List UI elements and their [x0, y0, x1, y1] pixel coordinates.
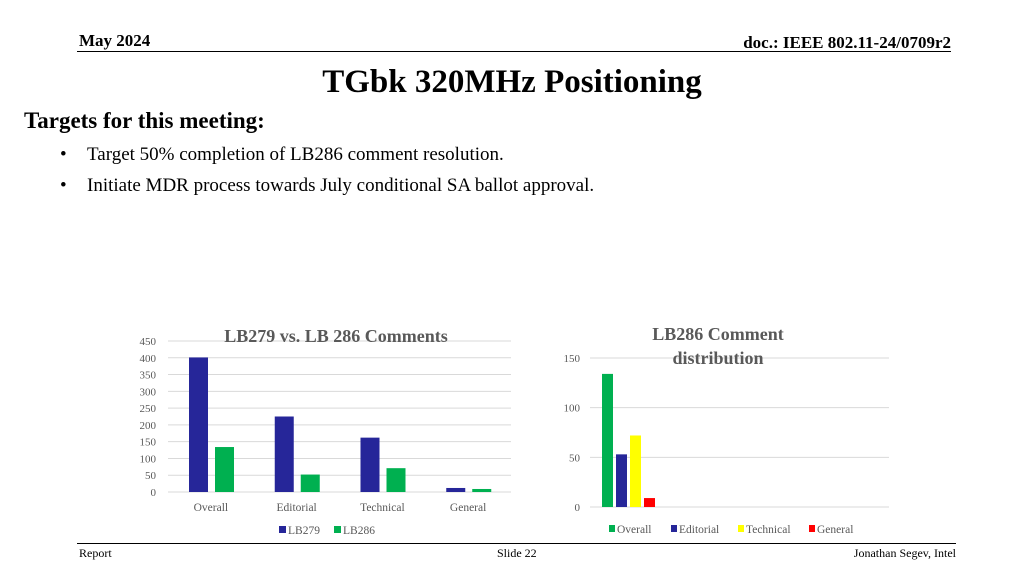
legend-swatch	[809, 525, 815, 532]
y-tick-label: 450	[140, 336, 157, 348]
legend-label: LB286	[343, 525, 375, 537]
footer-slide-number: Slide 22	[497, 546, 537, 560]
y-tick-label: 100	[140, 453, 157, 465]
y-tick-label: 0	[575, 502, 581, 514]
footer-report: Report	[79, 546, 112, 560]
bar-lb286	[215, 447, 234, 492]
legend-label: Overall	[617, 524, 651, 536]
legend-swatch	[671, 525, 677, 532]
y-tick-label: 300	[140, 386, 157, 398]
legend-label: LB279	[288, 525, 320, 537]
legend-swatch	[334, 526, 341, 533]
y-tick-label: 200	[140, 420, 157, 432]
y-tick-label: 150	[140, 437, 157, 449]
y-tick-label: 250	[140, 403, 157, 415]
slide-title: TGbk 320MHz Positioning	[322, 64, 702, 100]
legend-label: Editorial	[679, 524, 719, 536]
legend-swatch	[738, 525, 744, 532]
bar-technical	[630, 435, 641, 507]
x-tick-label: General	[450, 502, 486, 514]
y-tick-label: 50	[569, 452, 581, 464]
y-tick-label: 50	[145, 470, 157, 482]
bar-lb286	[472, 488, 492, 492]
bullet-icon: •	[60, 175, 67, 196]
bullet-list: • Target 50% completion of LB286 comment …	[60, 143, 594, 205]
bar-lb279	[360, 437, 380, 492]
comment-distribution-chart: 0 50 100 150 LB286 Comment distribution Overal…	[564, 324, 889, 536]
comments-comparison-chart: 0 50 100 150 200 250 300 350 400 450 Overall Editor…	[140, 326, 511, 537]
y-tick-label: 150	[564, 353, 581, 365]
y-tick-label: 0	[151, 487, 157, 499]
bar-lb286	[300, 474, 320, 492]
header-doc-id: doc.: IEEE 802.11-24/0709r2	[743, 33, 951, 52]
header-date: May 2024	[79, 31, 151, 50]
bar-general	[644, 498, 655, 507]
bar-lb279	[446, 487, 466, 492]
footer-divider	[77, 543, 956, 544]
bar-editorial	[616, 454, 627, 507]
chart-title: LB279 vs. LB 286 Comments	[224, 326, 448, 346]
y-tick-label: 400	[140, 353, 157, 365]
x-tick-label: Overall	[194, 502, 228, 514]
section-heading: Targets for this meeting:	[24, 108, 265, 133]
bullet-text: Target 50% completion of LB286 comment r…	[87, 144, 504, 165]
legend-swatch	[279, 526, 286, 533]
legend-label: Technical	[746, 524, 791, 536]
bullet-item: • Target 50% completion of LB286 comment …	[60, 143, 594, 174]
y-tick-label: 100	[564, 403, 581, 415]
bullet-text: Initiate MDR process towards July condit…	[87, 175, 595, 196]
chart-title: distribution	[672, 348, 763, 368]
bar-overall	[602, 373, 613, 507]
y-tick-label: 350	[140, 370, 157, 382]
footer-author: Jonathan Segev, Intel	[853, 546, 956, 560]
bar-lb279	[189, 357, 208, 492]
bullet-item: • Initiate MDR process towards July condi…	[60, 174, 594, 205]
bar-lb279	[274, 416, 294, 492]
x-tick-label: Editorial	[277, 502, 317, 514]
chart-title: LB286 Comment	[652, 324, 784, 344]
bullet-icon: •	[60, 144, 67, 165]
legend-label: General	[817, 524, 853, 536]
legend-swatch	[609, 525, 615, 532]
x-tick-label: Technical	[360, 502, 405, 514]
bar-lb286	[386, 468, 406, 492]
header-divider	[77, 51, 951, 52]
